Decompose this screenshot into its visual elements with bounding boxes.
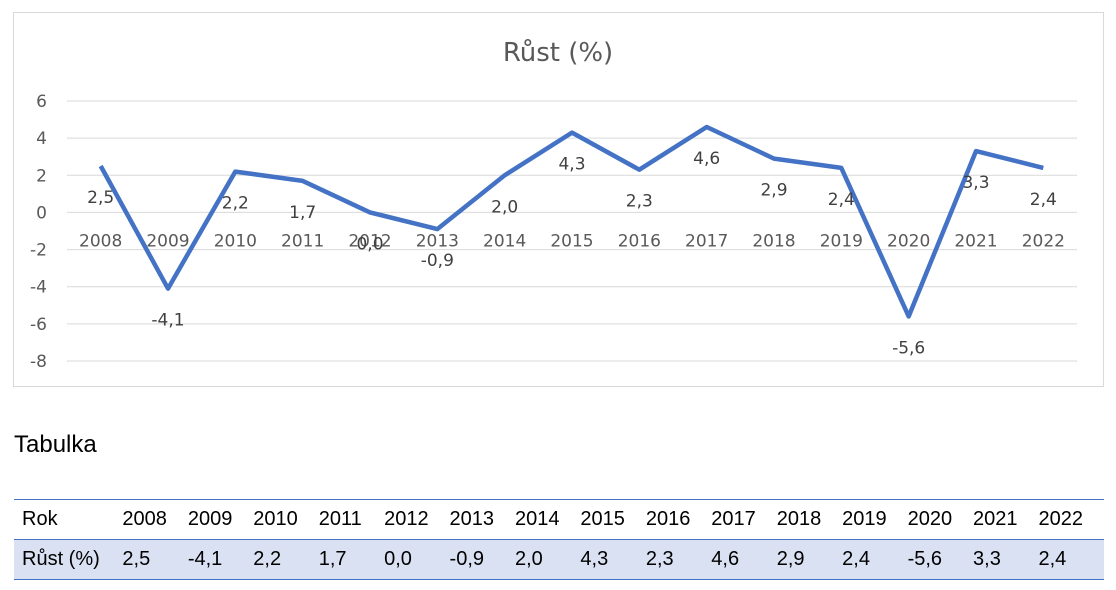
x-tick-label: 2008 (79, 231, 122, 251)
x-tick-label: 2015 (550, 231, 593, 251)
data-label: 0,0 (356, 234, 383, 254)
table-cell: 2021 (973, 499, 1039, 540)
table-cell: 2018 (776, 499, 843, 540)
x-tick-label: 2019 (820, 231, 863, 251)
y-axis-ticks: 6 4 2 0 -2 -4 -6 -8 (30, 92, 47, 372)
table-cell: 2010 (253, 499, 319, 540)
table-cell: 2012 (384, 499, 450, 540)
table-cell: -5,6 (907, 539, 974, 580)
data-label: 2,4 (828, 190, 855, 210)
table-cell: 0,0 (384, 539, 450, 580)
line-chart: 6 4 2 0 -2 -4 -6 -8 2008 2009 2010 2011 2012 2013 201… (30, 38, 1077, 372)
data-label: -5,6 (892, 338, 925, 358)
table-cell: -4,1 (187, 539, 254, 580)
x-axis-ticks: 2008 2009 2010 2011 2012 2013 2014 2015 2016 2017… (79, 231, 1065, 251)
x-tick-label: 2014 (483, 231, 526, 251)
x-tick-label: 2011 (281, 231, 324, 251)
y-tick-label: 4 (36, 129, 47, 149)
table-cell: 2016 (645, 499, 712, 540)
table-row-growth: Růst (%) 2,5 -4,1 2,2 1,7 0,0 -0,9 2,0 4,3 2,3 4,… (14, 539, 1104, 580)
x-tick-label: 2020 (887, 231, 930, 251)
table-cell: 2,3 (645, 539, 712, 580)
table-cell: 2,9 (776, 539, 843, 580)
gridlines (67, 100, 1077, 362)
row-header-years: Rok (14, 499, 123, 540)
table-cell: 3,3 (973, 539, 1039, 580)
y-tick-label: 0 (36, 203, 47, 223)
y-tick-label: -6 (30, 315, 47, 335)
row-header-growth: Růst (%) (14, 539, 123, 580)
table-cell: 2014 (514, 499, 581, 540)
table-cell: 2017 (711, 499, 777, 540)
x-tick-label: 2012 (348, 231, 391, 251)
table-cell: 2009 (187, 499, 254, 540)
table-cell: 1,7 (318, 539, 385, 580)
x-tick-label: 2010 (214, 231, 257, 251)
table-cell: 2008 (122, 499, 188, 540)
data-label: -0,9 (421, 251, 454, 271)
table-cell: 2,0 (514, 539, 581, 580)
data-label: 4,3 (558, 155, 585, 175)
data-label: 1,7 (289, 203, 316, 223)
data-labels: 2,5 -4,1 2,2 1,7 0,0 -0,9 2,0 4,3 2,3 4,6 2,9 2,4 -5… (87, 149, 1057, 358)
table-cell: 4,3 (580, 539, 646, 580)
series-line-layer (98, 124, 1044, 319)
x-tick-label: 2013 (416, 231, 459, 251)
y-tick-label: 2 (36, 166, 47, 186)
table-cell: 2011 (318, 499, 385, 540)
y-tick-label: -4 (30, 278, 47, 298)
table-cell: 2,2 (253, 539, 319, 580)
x-tick-label: 2017 (685, 231, 728, 251)
table-cell: 2,5 (122, 539, 188, 580)
y-tick-label: 6 (36, 92, 47, 112)
x-tick-label: 2016 (618, 231, 661, 251)
x-tick-label: 2021 (954, 231, 997, 251)
data-label: 2,4 (1030, 190, 1057, 210)
y-tick-label: -8 (30, 352, 47, 372)
data-table: Rok 2008 2009 2010 2011 2012 2013 2014 2015 2016… (14, 499, 1104, 580)
data-label: -4,1 (151, 311, 184, 331)
data-label: 2,9 (760, 181, 787, 201)
data-label: 2,3 (626, 192, 653, 212)
data-label: 3,3 (962, 173, 989, 193)
x-tick-label: 2022 (1022, 231, 1065, 251)
x-tick-label: 2009 (146, 231, 189, 251)
data-label: 4,6 (693, 149, 720, 169)
chart-title: Růst (%) (503, 38, 613, 68)
table-cell: 2,4 (842, 539, 908, 580)
table-cell: 2,4 (1038, 539, 1104, 580)
table-cell: 4,6 (711, 539, 777, 580)
data-label: 2,0 (491, 197, 518, 217)
x-tick-label: 2018 (752, 231, 795, 251)
table-heading: Tabulka (14, 431, 97, 458)
table-cell: 2015 (580, 499, 646, 540)
table-cell: 2022 (1038, 499, 1104, 540)
series-line (98, 124, 1044, 319)
table-cell: 2020 (907, 499, 974, 540)
table-cell: 2019 (842, 499, 908, 540)
data-label: 2,5 (87, 188, 114, 208)
chart-frame (13, 12, 1104, 387)
table-row-years: Rok 2008 2009 2010 2011 2012 2013 2014 2015 2016… (14, 499, 1104, 540)
data-label: 2,2 (222, 194, 249, 214)
table-cell: 2013 (449, 499, 515, 540)
table-cell: -0,9 (449, 539, 515, 580)
y-tick-label: -2 (30, 241, 47, 261)
